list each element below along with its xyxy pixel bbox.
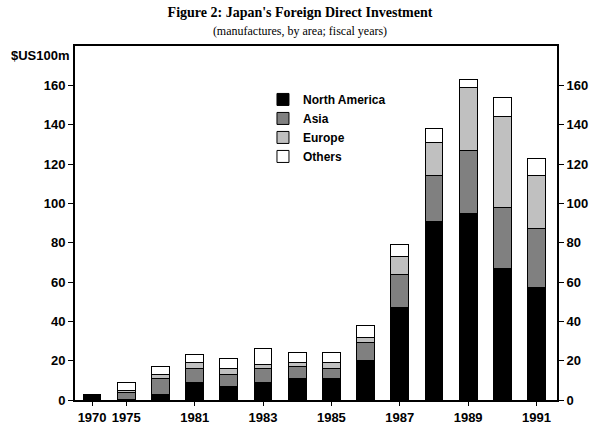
svg-text:100: 100 bbox=[567, 196, 589, 211]
svg-text:20: 20 bbox=[567, 353, 581, 368]
svg-text:40: 40 bbox=[567, 314, 581, 329]
svg-text:Asia: Asia bbox=[303, 112, 329, 126]
svg-text:North America: North America bbox=[303, 93, 386, 107]
svg-text:160: 160 bbox=[567, 78, 589, 93]
svg-text:0: 0 bbox=[567, 393, 574, 408]
svg-text:1989: 1989 bbox=[454, 410, 483, 422]
svg-text:1985: 1985 bbox=[317, 410, 346, 422]
svg-text:140: 140 bbox=[567, 117, 589, 132]
svg-text:Figure 2: Japan's Foreign Dire: Figure 2: Japan's Foreign Direct Investm… bbox=[168, 5, 433, 38]
svg-text:80: 80 bbox=[51, 235, 65, 250]
svg-text:120: 120 bbox=[44, 157, 66, 172]
svg-text:20: 20 bbox=[51, 353, 65, 368]
svg-text:160: 160 bbox=[44, 78, 66, 93]
svg-text:140: 140 bbox=[44, 117, 66, 132]
svg-text:80: 80 bbox=[567, 235, 581, 250]
svg-text:1991: 1991 bbox=[522, 410, 551, 422]
svg-text:1975: 1975 bbox=[112, 410, 141, 422]
svg-text:100: 100 bbox=[44, 196, 66, 211]
svg-text:60: 60 bbox=[567, 275, 581, 290]
svg-text:1981: 1981 bbox=[180, 410, 209, 422]
svg-text:120: 120 bbox=[567, 157, 589, 172]
svg-text:1983: 1983 bbox=[249, 410, 278, 422]
svg-text:40: 40 bbox=[51, 314, 65, 329]
svg-text:1970: 1970 bbox=[78, 410, 107, 422]
svg-text:$US100m: $US100m bbox=[11, 48, 70, 63]
svg-text:0: 0 bbox=[58, 393, 65, 408]
svg-text:1987: 1987 bbox=[385, 410, 414, 422]
svg-text:Others: Others bbox=[303, 150, 342, 164]
svg-text:Europe: Europe bbox=[303, 131, 345, 145]
svg-text:60: 60 bbox=[51, 275, 65, 290]
